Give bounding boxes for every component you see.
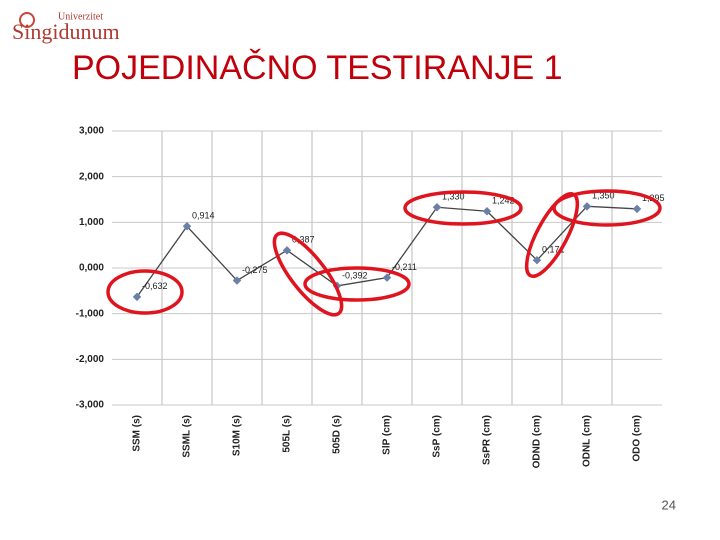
x-tick-label: SSM (s): [132, 415, 143, 452]
y-tick-label: -3,000: [76, 400, 105, 411]
data-point: [482, 207, 492, 216]
highlight: [552, 189, 662, 227]
x-tick-label: ODND (cm): [532, 415, 543, 468]
x-tick-label: ODO (cm): [632, 415, 643, 462]
y-tick-label: 2,000: [79, 171, 104, 182]
data-point: [282, 246, 292, 255]
plot: -3,000 -2,000 -1,000 0,000 1,000 2,000 3,000 SS…: [76, 126, 665, 469]
data-point: [382, 273, 392, 282]
data-point: [232, 276, 242, 285]
data-label: -0,275: [242, 265, 268, 275]
data-point: [632, 204, 642, 214]
data-label: 0,387: [292, 235, 315, 245]
data-label: 1,350: [592, 191, 615, 201]
x-tick-label: SSML (s): [182, 415, 193, 458]
highlights: [106, 189, 662, 317]
highlight: [272, 231, 344, 317]
logo-icon: [19, 12, 35, 28]
data-point: [132, 292, 142, 302]
chart-title: POJEDINAČNO TESTIRANJE 1: [72, 49, 563, 87]
x-tick-label: 505D (s): [332, 415, 343, 454]
x-tick-label: 505L (s): [282, 415, 293, 453]
data-point: [182, 222, 192, 231]
data-point: [432, 203, 442, 212]
y-tick-label: -2,000: [76, 354, 105, 365]
data-label: 0,171: [542, 245, 565, 255]
page-number: 24: [662, 497, 676, 512]
x-tick-label: S10M (s): [232, 415, 243, 456]
x-tick-label: SlP (cm): [382, 415, 393, 455]
data-label: -0,392: [342, 270, 368, 280]
logo-main: Singidunum: [12, 19, 120, 44]
x-tick-label: SsP (cm): [432, 415, 443, 458]
x-tick-label: SsPR (cm): [482, 415, 493, 465]
logo-top: Univerzitet: [58, 11, 103, 22]
highlight: [403, 190, 523, 226]
data-point: [532, 255, 542, 265]
data-label: 0,914: [192, 211, 215, 221]
data-label: 1,242: [492, 196, 515, 206]
highlight: [303, 266, 411, 302]
y-tick-label: 0,000: [79, 263, 104, 274]
y-tick-label: -1,000: [76, 308, 105, 319]
highlight: [106, 269, 184, 315]
y-tick-label: 3,000: [79, 126, 104, 137]
data-label: -0,632: [142, 281, 168, 291]
data-label: 1,330: [442, 192, 465, 202]
y-tick-label: 1,000: [79, 217, 104, 228]
data-label: -0,211: [392, 262, 417, 272]
x-tick-label: ODNL (cm): [582, 415, 593, 467]
